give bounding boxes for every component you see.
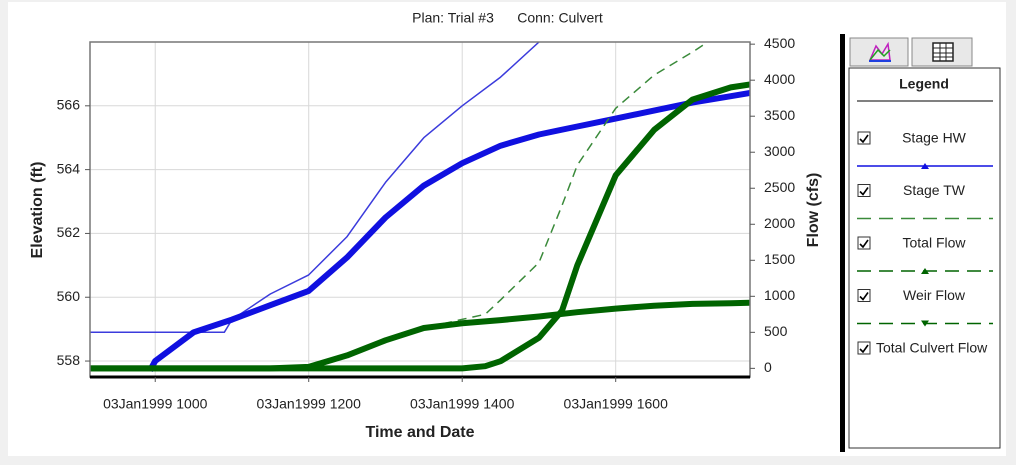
legend-label[interactable]: Total Flow (902, 235, 966, 251)
legend-checkbox[interactable] (857, 236, 871, 250)
chart-surface (8, 2, 1006, 456)
splitter (840, 34, 845, 452)
legend-check[interactable] (859, 344, 869, 354)
y-axis-label: Elevation (ft) (29, 162, 46, 259)
legend: Stage HW Stage TW Total Flow Weir Flow Total… (857, 130, 993, 356)
legend-check[interactable] (859, 187, 869, 196)
legend-checkbox[interactable] (857, 184, 871, 197)
y2-tick-label: 3000 (764, 143, 795, 159)
y2-tick-label: 4000 (764, 71, 795, 87)
legend-panel (848, 67, 1001, 449)
legend-label[interactable]: Weir Flow (903, 287, 966, 303)
y-tick-label: 560 (57, 288, 81, 304)
y-tick-label: 562 (57, 224, 81, 240)
x-tick-label: 03Jan1999 1200 (257, 396, 362, 412)
y2-tick-label: 1500 (764, 251, 795, 267)
legend-marker (921, 320, 929, 327)
legend-label[interactable]: Stage HW (902, 130, 967, 146)
legend-checkbox[interactable] (857, 341, 871, 355)
legend-checkbox[interactable] (857, 289, 871, 302)
y2-tick-label: 4500 (764, 35, 795, 51)
x-tick-label: 03Jan1999 1000 (103, 396, 208, 412)
tick-labels: 558 560 562 564 566 0 500 1000 1500 2000 2500 3000 3… (57, 35, 796, 412)
y2-tick-label: 3500 (764, 107, 795, 123)
chart-icon-line (869, 48, 891, 61)
legend-label[interactable]: Total Culvert Flow (876, 340, 988, 356)
x-tick-label: 03Jan1999 1600 (564, 396, 669, 412)
series-line (147, 90, 750, 373)
legend-check[interactable] (859, 239, 869, 249)
legend-title: Legend (899, 76, 949, 92)
series-line (90, 81, 750, 372)
series-line (90, 299, 750, 372)
y2-tick-label: 500 (764, 323, 788, 339)
chart-subtitle: Conn: Culvert (517, 10, 603, 26)
y2-tick-label: 1000 (764, 287, 795, 303)
y2-tick-label: 0 (764, 359, 772, 375)
y2-tick-label: 2000 (764, 215, 795, 231)
y-tick-label: 566 (57, 97, 81, 113)
legend-check[interactable] (859, 134, 869, 144)
legend-checkbox[interactable] (857, 131, 871, 145)
series-line (90, 42, 709, 370)
legend-marker (921, 268, 929, 274)
y-tick-label: 564 (57, 160, 81, 176)
legend-marker (921, 163, 929, 169)
x-axis-label: Time and Date (365, 424, 474, 441)
plot-lines (90, 42, 750, 373)
chart-button[interactable] (849, 37, 909, 67)
x-tick-label: 03Jan1999 1400 (410, 396, 515, 412)
y2-axis-label: Flow (cfs) (805, 173, 822, 248)
legend-label[interactable]: Stage TW (903, 182, 966, 198)
y2-tick-label: 2500 (764, 179, 795, 195)
table-icon (932, 42, 954, 62)
table-button[interactable] (911, 37, 973, 67)
table-icon-grid (933, 43, 953, 61)
series-line (90, 42, 540, 334)
legend-check[interactable] (859, 292, 869, 301)
chart-title: Plan: Trial #3 (412, 10, 494, 26)
y-tick-label: 558 (57, 352, 81, 368)
